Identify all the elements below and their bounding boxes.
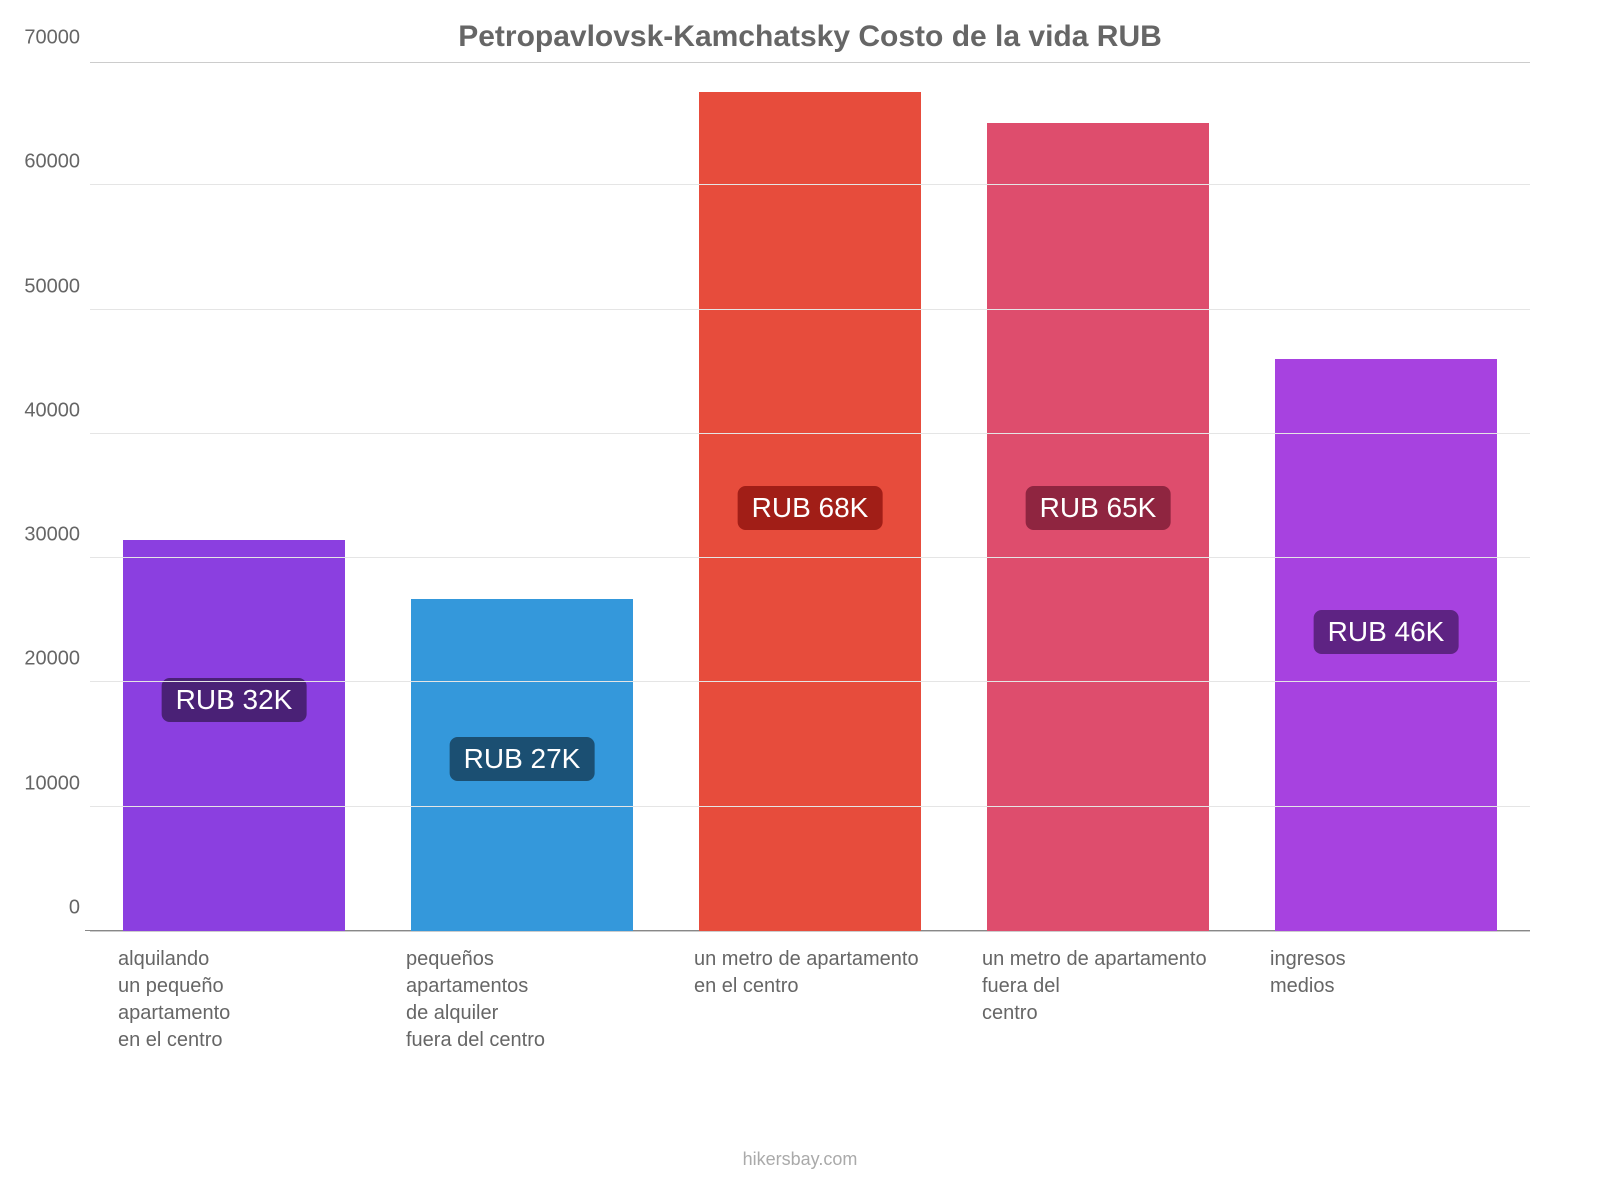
bar-slot: RUB 27K	[378, 63, 666, 931]
bar: RUB 46K	[1275, 359, 1497, 931]
bar-slot: RUB 65K	[954, 63, 1242, 931]
ytick-label: 30000	[24, 524, 90, 547]
gridline	[90, 184, 1530, 185]
bar-slot: RUB 46K	[1242, 63, 1530, 931]
value-badge: RUB 27K	[450, 737, 595, 781]
ytick-label: 10000	[24, 772, 90, 795]
chart-title: Petropavlovsk-Kamchatsky Costo de la vid…	[90, 20, 1530, 54]
ytick-label: 40000	[24, 399, 90, 422]
credit-text: hikersbay.com	[0, 1149, 1600, 1170]
value-badge: RUB 32K	[162, 678, 307, 722]
ytick-label: 20000	[24, 648, 90, 671]
value-badge: RUB 65K	[1026, 486, 1171, 530]
bar: RUB 27K	[411, 599, 633, 931]
gridline	[90, 806, 1530, 807]
bar: RUB 65K	[987, 123, 1209, 931]
ytick-label: 0	[69, 897, 90, 920]
bar-slot: RUB 68K	[666, 63, 954, 931]
ytick-label: 50000	[24, 275, 90, 298]
xtick-label: alquilando un pequeño apartamento en el …	[90, 932, 378, 1054]
chart-container: Petropavlovsk-Kamchatsky Costo de la vid…	[90, 20, 1530, 1120]
bar-slot: RUB 32K	[90, 63, 378, 931]
xtick-label: ingresos medios	[1242, 932, 1530, 1054]
xtick-label: pequeños apartamentos de alquiler fuera …	[378, 932, 666, 1054]
ytick-label: 60000	[24, 151, 90, 174]
gridline	[90, 557, 1530, 558]
gridline	[90, 309, 1530, 310]
ytick-label: 70000	[24, 27, 90, 50]
plot-area: RUB 32KRUB 27KRUB 68KRUB 65KRUB 46K 0100…	[90, 62, 1530, 932]
value-badge: RUB 46K	[1314, 610, 1459, 654]
gridline	[90, 433, 1530, 434]
value-badge: RUB 68K	[738, 486, 883, 530]
x-axis-labels: alquilando un pequeño apartamento en el …	[90, 932, 1530, 1054]
bar: RUB 32K	[123, 540, 345, 932]
xtick-label: un metro de apartamento fuera del centro	[954, 932, 1242, 1054]
bars-row: RUB 32K RUB 27K RUB 68K RUB 65K RUB 46K	[90, 63, 1530, 931]
gridline	[90, 681, 1530, 682]
xtick-label: un metro de apartamento en el centro	[666, 932, 954, 1054]
